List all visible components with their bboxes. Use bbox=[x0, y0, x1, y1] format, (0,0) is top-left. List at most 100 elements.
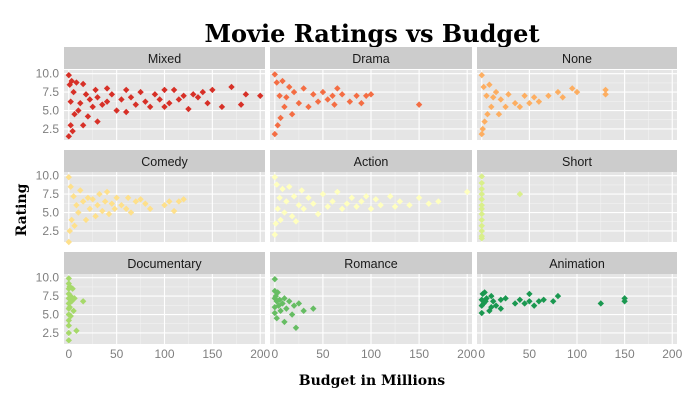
data-point bbox=[511, 99, 519, 107]
data-point bbox=[274, 289, 281, 296]
facet-strip-label: Short bbox=[562, 155, 592, 169]
data-point bbox=[492, 88, 500, 96]
data-point bbox=[66, 303, 73, 311]
facet-strip bbox=[64, 47, 265, 69]
data-point bbox=[68, 216, 75, 224]
data-point bbox=[65, 311, 72, 318]
data-point bbox=[329, 198, 336, 205]
data-point bbox=[497, 96, 505, 103]
data-point bbox=[175, 96, 183, 103]
data-point bbox=[511, 300, 519, 307]
data-point bbox=[480, 83, 487, 91]
data-point bbox=[526, 298, 533, 305]
y-tick-label: 7.5 bbox=[42, 289, 59, 303]
data-point bbox=[502, 103, 509, 111]
data-point bbox=[295, 99, 303, 107]
data-point bbox=[530, 302, 538, 309]
data-point bbox=[425, 200, 432, 207]
data-point bbox=[324, 96, 331, 103]
data-point bbox=[545, 92, 552, 99]
data-point bbox=[89, 103, 96, 111]
data-point bbox=[99, 207, 106, 215]
data-point bbox=[257, 92, 264, 99]
data-point bbox=[353, 92, 360, 99]
data-point bbox=[314, 210, 322, 218]
facet-strip bbox=[477, 252, 677, 274]
panel-mixed: Mixed bbox=[64, 47, 265, 140]
data-point bbox=[334, 85, 341, 92]
facet-strip-label: Drama bbox=[352, 52, 390, 66]
data-point bbox=[488, 303, 495, 311]
data-point bbox=[209, 86, 216, 94]
data-point bbox=[180, 92, 187, 99]
y-tick-label: 7.5 bbox=[42, 85, 59, 99]
data-point bbox=[331, 101, 338, 108]
data-point bbox=[65, 133, 72, 140]
data-point bbox=[358, 198, 365, 205]
x-tick-label: 50 bbox=[316, 347, 330, 361]
data-point bbox=[288, 213, 296, 220]
data-point bbox=[75, 107, 82, 114]
data-point bbox=[478, 222, 485, 229]
panel-none: None bbox=[477, 47, 677, 140]
data-point bbox=[372, 196, 380, 203]
data-point bbox=[505, 91, 512, 98]
data-point bbox=[298, 187, 305, 194]
data-point bbox=[338, 205, 346, 213]
data-point bbox=[478, 185, 485, 193]
data-point bbox=[137, 196, 144, 203]
data-point bbox=[123, 205, 130, 213]
data-point bbox=[362, 92, 370, 99]
data-point bbox=[367, 205, 375, 213]
data-point bbox=[540, 296, 547, 303]
data-point bbox=[194, 94, 202, 101]
data-point bbox=[338, 91, 346, 98]
data-point bbox=[82, 91, 90, 98]
data-point bbox=[478, 210, 485, 218]
data-point bbox=[146, 103, 154, 111]
data-point bbox=[73, 79, 80, 86]
facet-strip bbox=[477, 47, 677, 69]
x-tick-label: 100 bbox=[567, 347, 587, 361]
y-tick-label: 2.5 bbox=[42, 326, 59, 340]
y-tick-label: 10.0 bbox=[36, 169, 60, 183]
data-point bbox=[502, 295, 509, 302]
data-point bbox=[271, 130, 279, 138]
data-point bbox=[190, 91, 197, 98]
data-point bbox=[65, 280, 72, 287]
data-point bbox=[277, 307, 284, 315]
x-axis: 0 50 100 150 200 0 50 100 150 200 0 50 100 150 200 bbox=[65, 347, 682, 361]
data-point bbox=[346, 98, 354, 105]
data-point bbox=[142, 200, 149, 207]
data-point bbox=[108, 91, 116, 98]
data-point bbox=[281, 103, 288, 111]
data-point bbox=[271, 309, 279, 317]
data-point bbox=[276, 92, 283, 99]
data-point bbox=[67, 312, 74, 320]
data-point bbox=[290, 302, 298, 309]
facet-strip bbox=[270, 252, 472, 274]
facet-strip bbox=[270, 150, 472, 172]
data-point bbox=[218, 103, 226, 111]
data-point bbox=[391, 203, 399, 210]
data-point bbox=[362, 193, 370, 200]
data-point bbox=[488, 292, 495, 300]
y-tick-label: 5.0 bbox=[42, 308, 59, 322]
data-point bbox=[99, 101, 106, 108]
data-point bbox=[478, 227, 485, 235]
data-point bbox=[242, 91, 250, 98]
data-point bbox=[273, 315, 280, 322]
data-point bbox=[70, 307, 77, 315]
y-axis: 2.5 5.0 7.5 10.0 2.5 5.0 7.5 10.0 2.5 5.0 7.5 10.0 bbox=[36, 67, 60, 340]
data-point bbox=[276, 296, 283, 303]
data-point bbox=[497, 296, 505, 303]
data-point bbox=[549, 298, 557, 305]
data-point bbox=[113, 107, 120, 114]
data-point bbox=[602, 91, 609, 98]
data-point bbox=[185, 105, 192, 113]
data-point bbox=[521, 92, 528, 99]
data-point bbox=[271, 71, 279, 78]
data-point bbox=[89, 196, 96, 203]
data-point bbox=[310, 91, 317, 98]
